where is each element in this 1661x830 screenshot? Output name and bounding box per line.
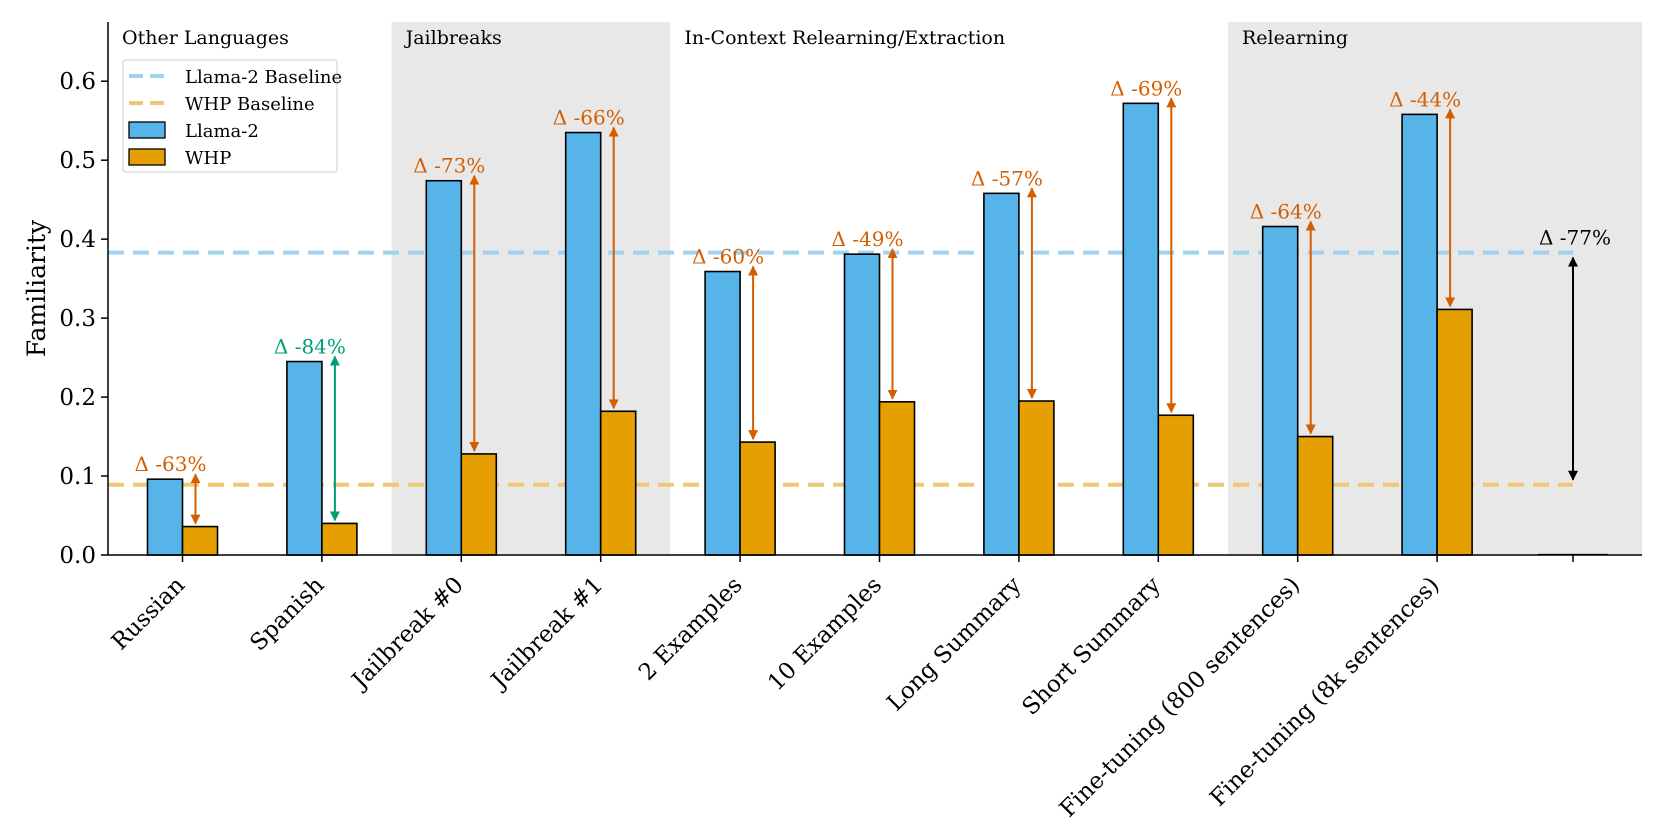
delta-label: Δ -69% xyxy=(1110,76,1182,100)
bar-whp xyxy=(1157,414,1195,556)
group-label: Relearning xyxy=(1242,27,1348,49)
legend-label: Llama-2 xyxy=(185,121,259,142)
y-tick-label: 0.4 xyxy=(59,227,96,253)
y-tick-label: 0.5 xyxy=(59,148,96,174)
legend-swatch-bar xyxy=(128,121,166,139)
x-tick-label: Long Summary xyxy=(882,572,1026,716)
x-tick-label: Fine-tuning (800 sentences) xyxy=(1055,572,1305,822)
delta-label: Δ -84% xyxy=(274,335,346,359)
baseline-delta-label: Δ -77% xyxy=(1539,226,1611,250)
bar-whp xyxy=(460,453,498,556)
bar-llama-2 xyxy=(1261,225,1299,556)
y-tick-label: 0.0 xyxy=(59,543,96,569)
x-tick-label: Spanish xyxy=(245,572,329,656)
delta-label: Δ -73% xyxy=(413,154,485,178)
bar-llama-2 xyxy=(1401,113,1438,556)
legend-label: WHP xyxy=(185,148,231,169)
y-tick-label: 0.1 xyxy=(59,464,96,490)
bar-whp xyxy=(599,410,637,556)
y-axis-label: Familiarity xyxy=(22,219,51,357)
bar-llama-2 xyxy=(843,253,881,556)
bar-whp xyxy=(1296,435,1334,556)
delta-label: Δ -57% xyxy=(971,166,1043,190)
bar-llama-2 xyxy=(425,179,463,556)
group-label: In-Context Relearning/Extraction xyxy=(684,27,1005,49)
bar-llama-2 xyxy=(1122,102,1160,556)
y-tick-label: 0.2 xyxy=(59,385,96,411)
bar-llama-2 xyxy=(983,192,1020,556)
delta-label: Δ -44% xyxy=(1389,87,1461,111)
x-tick-label: Short Summary xyxy=(1017,572,1165,720)
x-tick-label: 2 Examples xyxy=(634,572,748,686)
bar-whp xyxy=(181,525,219,556)
delta-label: Δ -63% xyxy=(135,452,207,476)
bar-llama-2 xyxy=(286,360,323,556)
bar-whp xyxy=(321,522,358,556)
x-tick-label: Fine-tuning (8k sentences) xyxy=(1205,572,1444,811)
bar-whp xyxy=(1436,308,1473,556)
legend-box xyxy=(122,59,338,173)
bar-llama-2 xyxy=(564,131,602,556)
group-label: Jailbreaks xyxy=(404,27,502,49)
legend-swatch-bar xyxy=(128,148,166,166)
bar-whp xyxy=(878,401,916,556)
legend-label: Llama-2 Baseline xyxy=(185,67,342,88)
x-tick-label: Jailbreak #0 xyxy=(346,572,469,695)
x-tick-label: Russian xyxy=(107,572,190,655)
legend-label: WHP Baseline xyxy=(185,94,315,115)
bar-llama-2 xyxy=(146,478,184,556)
delta-label: Δ -60% xyxy=(692,245,764,269)
y-tick-label: 0.6 xyxy=(59,69,96,95)
delta-label: Δ -64% xyxy=(1250,200,1322,224)
bar-llama-2 xyxy=(704,270,741,556)
group-label: Other Languages xyxy=(122,27,289,49)
bar-whp xyxy=(739,441,776,556)
delta-label: Δ -66% xyxy=(553,106,625,130)
y-tick-label: 0.3 xyxy=(59,306,96,332)
bar-whp xyxy=(1018,400,1055,556)
x-tick-label: 10 Examples xyxy=(763,572,887,696)
delta-label: Δ -49% xyxy=(832,227,904,251)
x-tick-label: Jailbreak #1 xyxy=(485,572,608,695)
